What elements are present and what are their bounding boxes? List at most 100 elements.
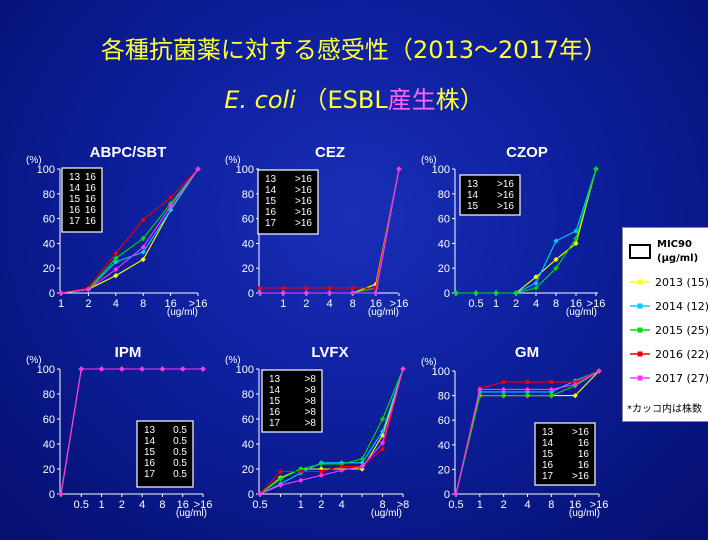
y-tick-label: 0 xyxy=(49,489,55,501)
chart-title: ABPC/SBT xyxy=(90,144,167,161)
x-tick-label: 2 xyxy=(318,499,324,511)
data-point-2016 xyxy=(168,195,173,200)
mic90-value: >8 xyxy=(305,396,317,407)
data-point-2017 xyxy=(350,290,356,296)
x-tick-label: 1 xyxy=(493,298,499,310)
x-tick-label: 16 xyxy=(569,499,581,511)
mic90-value: >16 xyxy=(572,427,589,438)
mic90-year: 13 xyxy=(265,174,277,185)
x-tick-label: 8 xyxy=(159,499,165,511)
legend-swatch-icon xyxy=(630,303,650,309)
legend-item-2013: 2013 (15) xyxy=(629,274,708,292)
data-point-2017 xyxy=(318,472,324,478)
mic90-year: 15 xyxy=(69,194,81,205)
data-point-2016 xyxy=(350,286,355,290)
y-tick-label: 40 xyxy=(242,439,254,451)
mic90-year: 16 xyxy=(269,407,281,418)
data-point-2013 xyxy=(140,256,146,263)
data-point-2017 xyxy=(85,286,91,292)
series-line-2017 xyxy=(259,368,404,495)
y-tick-label: 60 xyxy=(43,414,55,426)
data-point-2016 xyxy=(501,380,506,384)
y-tick-label: 40 xyxy=(438,440,450,452)
data-point-2017 xyxy=(257,290,263,296)
y-tick-label: 0 xyxy=(49,288,55,300)
legend-item-2016: 2016 (22) xyxy=(629,346,708,364)
y-tick-label: 0 xyxy=(444,489,450,501)
data-point-2017 xyxy=(396,166,402,172)
mic90-value: >8 xyxy=(305,374,317,385)
x-tick-label: 4 xyxy=(139,499,145,511)
y-axis-label: (%) xyxy=(26,355,42,366)
data-point-2017 xyxy=(326,290,333,296)
data-point-2016 xyxy=(327,286,332,290)
legend-note: *カッコ内は株数 xyxy=(627,404,702,415)
data-point-2017 xyxy=(119,366,125,372)
mic90-value: 16 xyxy=(85,172,97,183)
y-tick-label: 20 xyxy=(438,464,450,476)
mic90-box xyxy=(61,167,103,233)
x-tick-label: 4 xyxy=(339,499,345,511)
data-point-2016 xyxy=(525,380,530,384)
x-axis-unit: (ug/ml) xyxy=(566,307,597,318)
y-tick-label: 100 xyxy=(432,366,450,378)
legend-label: 2013 (15) xyxy=(655,276,708,289)
y-tick-label: 60 xyxy=(438,415,450,427)
data-point-2017 xyxy=(400,366,406,372)
y-tick-label: 80 xyxy=(43,189,55,201)
title-organism: E. coli xyxy=(224,86,296,114)
data-point-2017 xyxy=(113,266,119,273)
x-tick-label: 2 xyxy=(119,499,125,511)
x-tick-label: 16 xyxy=(164,298,176,310)
x-tick-label: 8 xyxy=(140,298,146,310)
mic90-year: 17 xyxy=(265,218,277,229)
mic90-value: >16 xyxy=(295,196,312,207)
legend-swatch-icon xyxy=(630,279,650,285)
x-tick-label: 0.5 xyxy=(468,298,483,310)
mic90-year: 16 xyxy=(69,205,81,216)
x-tick-label: 2 xyxy=(303,298,309,310)
data-point-2017 xyxy=(78,366,84,372)
data-point-2016 xyxy=(380,447,385,451)
mic90-box xyxy=(459,174,521,216)
mic90-box xyxy=(136,420,194,488)
data-point-2016 xyxy=(278,469,283,474)
y-tick-label: 80 xyxy=(242,189,254,201)
mic90-value: 0.5 xyxy=(173,436,187,447)
mic90-value: >16 xyxy=(295,174,312,185)
y-tick-label: 80 xyxy=(438,189,450,201)
x-tick-label: 2 xyxy=(501,499,507,511)
x-tick-label: 8 xyxy=(553,298,559,310)
mic90-value: >16 xyxy=(295,207,312,218)
y-tick-label: 0 xyxy=(444,288,450,300)
mic90-value: >16 xyxy=(295,185,312,196)
y-tick-label: 60 xyxy=(242,214,254,226)
x-tick-label: 0.5 xyxy=(448,499,463,511)
mic90-box xyxy=(534,422,596,486)
chart-title: IPM xyxy=(115,344,142,361)
data-point-2013 xyxy=(553,256,559,263)
data-point-2017 xyxy=(501,386,507,393)
data-point-2017 xyxy=(524,386,531,393)
legend-label: 2017 (27) xyxy=(655,372,708,385)
chart-title: LVFX xyxy=(311,344,348,361)
legend-item-2015: 2015 (25) xyxy=(629,322,708,340)
mic90-year: 17 xyxy=(269,418,281,429)
legend-label: 2016 (22) xyxy=(655,348,708,361)
mic90-value: >16 xyxy=(572,471,589,482)
mic90-value: >8 xyxy=(305,418,317,429)
y-tick-label: 0 xyxy=(248,489,254,501)
y-tick-label: 100 xyxy=(37,164,55,176)
y-tick-label: 60 xyxy=(242,414,254,426)
data-point-2017 xyxy=(58,290,64,296)
data-point-2015 xyxy=(553,265,559,271)
y-tick-label: 40 xyxy=(43,439,55,451)
series-line-2015 xyxy=(259,368,404,495)
y-tick-label: 0 xyxy=(248,288,254,300)
data-point-2017 xyxy=(548,386,554,393)
mic90-value: >16 xyxy=(497,179,514,190)
x-tick-label: 4 xyxy=(113,298,119,310)
x-tick-label: 2 xyxy=(513,298,519,310)
series-line-2017 xyxy=(60,168,199,294)
